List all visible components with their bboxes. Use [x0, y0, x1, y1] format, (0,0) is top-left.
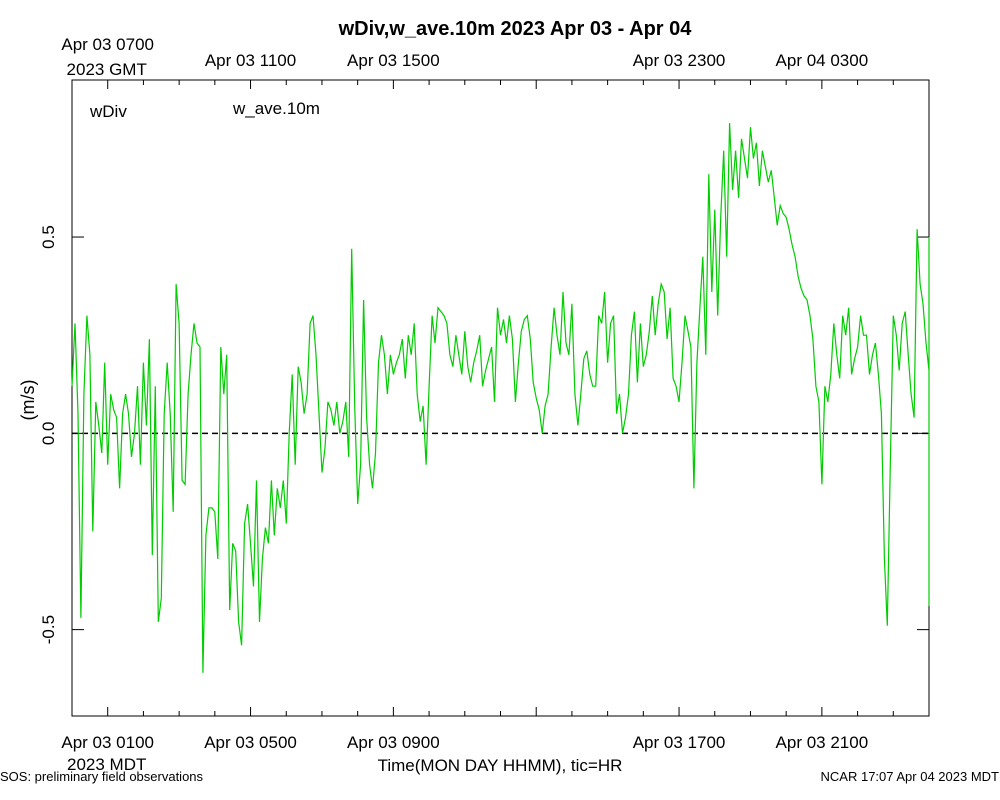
- top-time-label: Apr 03 2300: [633, 51, 726, 70]
- top-time-labels: Apr 03 0700 2023 GMT Apr 03 1100 Apr 03 150…: [61, 35, 868, 79]
- top-time-label: Apr 03 1100: [205, 51, 296, 70]
- bottom-time-label: Apr 03 2100: [776, 733, 869, 752]
- y-tick-label: 0.5: [39, 225, 58, 249]
- footer-right-text: NCAR 17:07 Apr 04 2023 MDT: [821, 769, 1000, 784]
- bottom-time-labels: Apr 03 0100 2023 MDT Apr 03 0500 Apr 03 090…: [61, 733, 868, 774]
- top-time-label-sub: 2023 GMT: [67, 60, 147, 79]
- y-tick-label: 0.0: [39, 422, 58, 446]
- top-time-label: Apr 03 1500: [347, 51, 440, 70]
- y-axis-label: (m/s): [18, 380, 38, 421]
- series-line-w-ave-10m: [71, 123, 930, 673]
- top-time-label: Apr 03 0700: [61, 35, 154, 54]
- bottom-time-label-sub: 2023 MDT: [67, 755, 146, 774]
- bottom-time-label: Apr 03 0500: [204, 733, 297, 752]
- chart-title: wDiv,w_ave.10m 2023 Apr 03 - Apr 04: [338, 18, 693, 40]
- bottom-time-label: Apr 03 1700: [633, 733, 726, 752]
- bottom-time-label: Apr 03 0100: [61, 733, 154, 752]
- axis-ticks: [71, 80, 930, 716]
- top-time-label: Apr 04 0300: [776, 51, 869, 70]
- y-tick-label: -0.5: [39, 615, 58, 644]
- x-axis-label: Time(MON DAY HHMM), tic=HR: [378, 756, 623, 775]
- footer-left-text: SOS: preliminary field observations: [0, 769, 204, 784]
- bottom-time-label: Apr 03 0900: [347, 733, 440, 752]
- y-tick-labels: -0.5 0.0 0.5: [39, 225, 58, 644]
- legend-entry-wdiv: wDiv: [89, 102, 127, 121]
- legend-entry-w-ave-10m: w_ave.10m: [232, 99, 320, 118]
